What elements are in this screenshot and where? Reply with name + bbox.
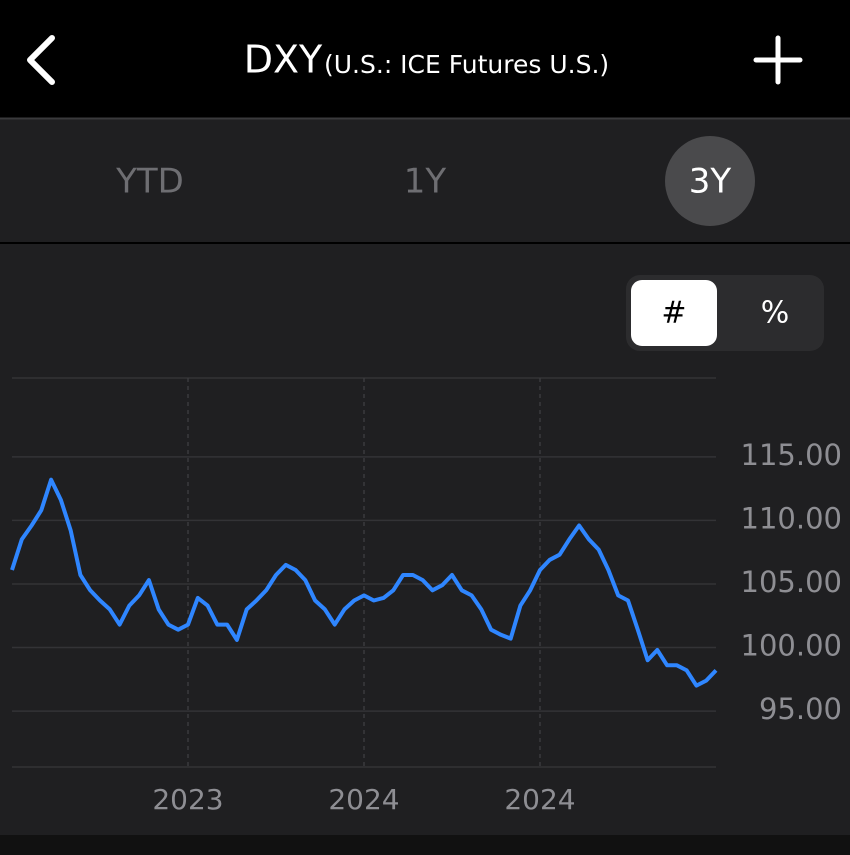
y-tick-label: 115.00 [741, 438, 842, 472]
tab-selected-bg [665, 136, 755, 226]
tab[interactable]: 1Y [404, 162, 447, 202]
subtitle: (U.S.: ICE Futures U.S.) [324, 50, 609, 79]
tab[interactable]: 3Y [689, 162, 732, 202]
y-tick-label: 110.00 [741, 501, 842, 535]
y-tick-label: 95.00 [759, 692, 842, 726]
x-tick-label: 2024 [328, 783, 399, 816]
y-tick-label: 100.00 [741, 629, 842, 663]
back-button[interactable] [27, 35, 55, 85]
tab[interactable]: YTD [115, 162, 184, 202]
bottom-bar [0, 835, 850, 855]
title: DXY [244, 38, 323, 82]
x-tick-label: 2024 [504, 783, 575, 816]
toggle-option[interactable]: % [761, 296, 790, 331]
header-bar [0, 0, 850, 118]
add-button[interactable] [753, 35, 803, 85]
toggle-selected [631, 280, 717, 346]
y-tick-label: 105.00 [741, 565, 842, 599]
price-line [10, 477, 718, 688]
toggle-option[interactable]: # [661, 296, 686, 331]
x-tick-label: 2023 [152, 783, 223, 816]
